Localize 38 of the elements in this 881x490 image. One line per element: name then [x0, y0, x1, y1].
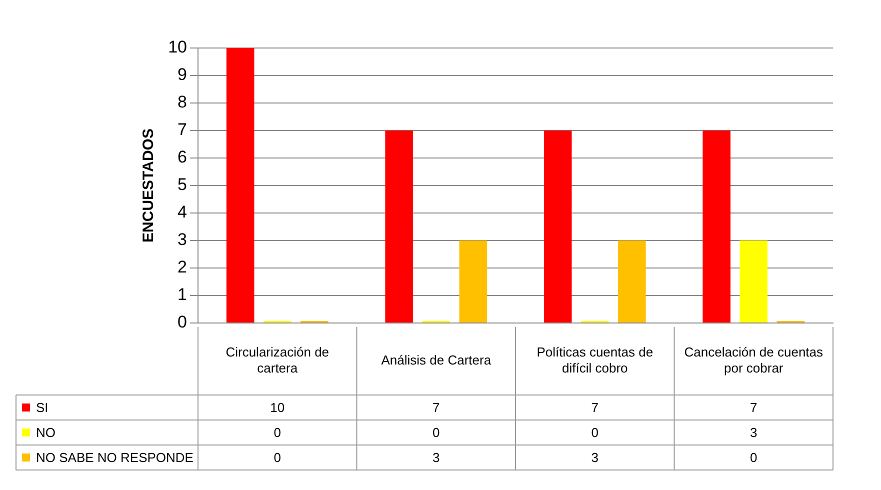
y-tick-label: 3 [178, 230, 187, 250]
x-tick-label: Análisis de Cartera [381, 352, 492, 368]
data-label: 0 [591, 425, 598, 440]
data-label: 0 [274, 425, 281, 440]
y-tick-label: 7 [178, 120, 187, 140]
y-axis-title: ENCUESTADOS [140, 128, 158, 242]
bar [618, 240, 646, 322]
data-label: 0 [274, 450, 281, 466]
y-tick-label: 10 [168, 38, 187, 57]
x-tick-label: Circularización de cartera [226, 344, 330, 376]
bar [702, 130, 730, 322]
legend-label: NO SABE NO RESPONDE [36, 450, 194, 466]
x-tick-label: Políticas cuentas de difícil cobro [536, 344, 654, 376]
data-label: 3 [432, 450, 440, 466]
y-tick-label: 2 [178, 258, 187, 277]
y-tick-label: 5 [178, 175, 187, 194]
data-label: 10 [270, 400, 285, 416]
bar [459, 240, 488, 322]
data-label: 7 [591, 400, 598, 416]
y-tick-label: 6 [178, 148, 187, 167]
y-tick-label: 4 [178, 202, 187, 222]
data-label: 0 [750, 450, 758, 466]
y-tick-label: 8 [178, 92, 187, 112]
data-label: 7 [432, 400, 440, 416]
bar [544, 130, 572, 322]
x-tick-label: Cancelación de cuentas por cobrar [684, 344, 824, 376]
y-tick-label: 0 [178, 312, 187, 332]
data-label: 0 [432, 425, 440, 440]
legend-label: NO [36, 425, 56, 440]
y-tick-label: 1 [178, 285, 187, 304]
y-tick-label: 9 [178, 65, 187, 84]
bar [740, 240, 768, 322]
legend-label: SI [36, 400, 48, 416]
bar [385, 130, 413, 322]
bar [226, 48, 254, 322]
data-label: 3 [591, 450, 598, 466]
data-label: 7 [750, 400, 758, 416]
data-label: 3 [750, 425, 758, 440]
